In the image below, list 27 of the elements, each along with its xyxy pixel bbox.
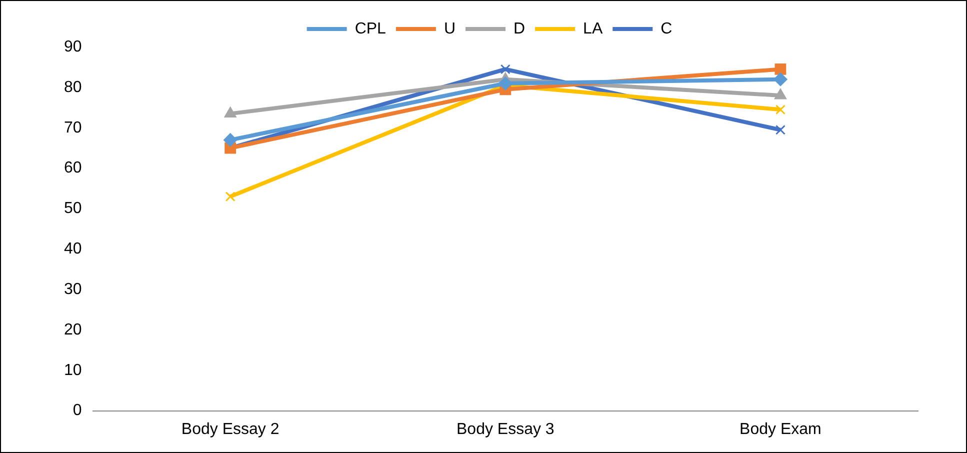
legend-label: LA [583,20,603,38]
point [774,88,786,100]
legend-label: C [660,20,672,38]
y-tick-label: 80 [64,78,82,96]
y-tick-label: 30 [64,280,82,298]
point [774,72,788,86]
x-tick-label: Body Essay 2 [181,420,280,438]
y-tick-label: 20 [64,321,82,338]
y-tick-label: 90 [64,38,82,56]
x-tick-label: Body Exam [740,420,822,438]
y-tick-label: 10 [64,362,82,379]
point [224,133,238,147]
point [775,104,786,115]
y-tick-label: 60 [64,160,82,177]
legend-label: D [514,20,526,38]
point [225,192,236,202]
y-tick-label: 0 [72,402,82,420]
y-tick-label: 50 [64,200,82,218]
y-tick-label: 70 [64,119,82,136]
point [498,76,512,90]
x-tick-label: Body Essay 3 [456,420,554,438]
legend-label: CPL [354,20,386,38]
point [775,124,786,135]
point [774,64,786,75]
point [500,64,510,74]
legend-label: U [444,20,456,38]
y-tick-label: 40 [64,240,82,258]
